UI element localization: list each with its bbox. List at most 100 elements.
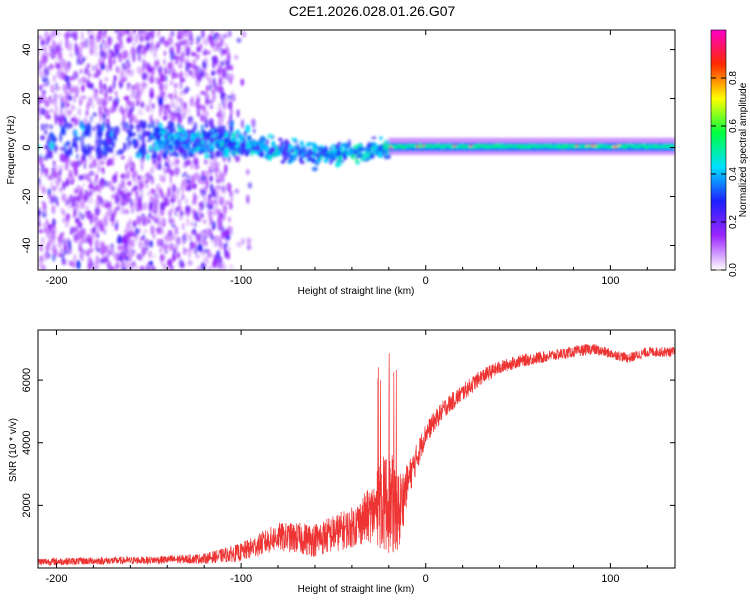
spectrogram-cell bbox=[164, 135, 169, 139]
spectrogram-cell bbox=[106, 50, 111, 57]
spectrogram-cell bbox=[211, 239, 215, 244]
spectrogram-cell bbox=[75, 203, 79, 208]
spectrogram-cell bbox=[189, 97, 195, 107]
spectrogram-cell bbox=[229, 189, 233, 197]
spectrogram-cell bbox=[47, 175, 51, 181]
spectrogram-cell bbox=[310, 159, 317, 163]
spectrogram-cell bbox=[279, 146, 284, 151]
spectrogram-cell bbox=[62, 181, 66, 191]
spectrogram-cell bbox=[255, 141, 260, 146]
spectrogram-cell bbox=[221, 125, 227, 130]
spectrogram-cell bbox=[110, 105, 115, 113]
spectrogram-cell bbox=[264, 147, 270, 151]
spectrogram-cell bbox=[79, 68, 83, 74]
spectrogram-cell bbox=[65, 40, 69, 49]
spectrogram-cell bbox=[232, 137, 237, 142]
spectrogram-cell bbox=[83, 144, 89, 149]
spectrogram-cell bbox=[179, 107, 182, 114]
spectrogram-cell bbox=[168, 110, 172, 114]
spectrogram-cell bbox=[115, 66, 120, 74]
spectrogram-cell bbox=[177, 127, 183, 133]
spectrogram-cell bbox=[70, 160, 75, 168]
spectrogram-cell bbox=[226, 233, 230, 239]
spectrogram-cell bbox=[90, 115, 93, 123]
spectrogram-cell bbox=[54, 170, 58, 178]
spectrogram-cell bbox=[87, 262, 93, 270]
spectrogram-cell bbox=[270, 140, 275, 145]
spectrogram-cell bbox=[250, 149, 254, 157]
spectrogram-cell bbox=[61, 153, 67, 163]
spectrogram-cell bbox=[88, 154, 94, 161]
spectrogram-cell bbox=[193, 172, 200, 180]
spectrogram-cell bbox=[40, 39, 46, 46]
spectrogram-cell bbox=[115, 219, 119, 226]
spectrogram-cell bbox=[149, 30, 154, 36]
spectrogram-cell bbox=[65, 199, 70, 207]
spectrogram-cell bbox=[148, 250, 153, 259]
spectrogram-cell bbox=[247, 182, 253, 189]
spectrogram-cell bbox=[174, 209, 178, 217]
spectrogram-cell bbox=[106, 107, 110, 118]
spectrogram-cell bbox=[141, 133, 145, 143]
spectrogram-cell bbox=[61, 193, 67, 202]
spectrogram-cell bbox=[130, 32, 134, 43]
spectrogram-cell bbox=[213, 206, 218, 216]
spectrogram-cell bbox=[191, 183, 197, 190]
spectrogram-cell bbox=[140, 162, 144, 171]
spectrogram-cell bbox=[181, 194, 185, 201]
spectrogram-cell bbox=[97, 138, 103, 147]
spectrogram-cell bbox=[136, 66, 143, 75]
spectrogram-cell bbox=[192, 191, 197, 198]
spectrogram-cell bbox=[220, 92, 226, 100]
spectrogram-cell bbox=[43, 155, 48, 161]
spectrogram-cell bbox=[222, 49, 226, 55]
spectrogram-cell bbox=[77, 194, 81, 204]
spectrogram-cell bbox=[115, 42, 121, 52]
spectrogram-cell bbox=[168, 243, 174, 251]
spectrogram-cell bbox=[38, 184, 42, 191]
spectrogram-cell bbox=[65, 31, 70, 40]
spectrogram-cell bbox=[56, 31, 61, 37]
spectrogram-cell bbox=[95, 239, 100, 249]
spectrogram-cell bbox=[159, 174, 162, 181]
spectrogram-cell bbox=[122, 238, 126, 244]
spectrogram-cell bbox=[109, 265, 115, 270]
spectrogram-cell bbox=[87, 72, 92, 78]
spectrogram-cell bbox=[216, 151, 221, 155]
spectrogram-cell bbox=[363, 146, 370, 153]
spectrogram-cell bbox=[47, 223, 53, 229]
spectrogram-cell bbox=[163, 94, 167, 103]
spectrogram-cell bbox=[95, 198, 101, 209]
spectrogram-cell bbox=[129, 114, 135, 122]
spectrogram-cell bbox=[319, 154, 323, 161]
spectrogram-cell bbox=[134, 177, 137, 185]
spectrogram-cell bbox=[49, 141, 55, 151]
spectrogram-cell bbox=[204, 152, 209, 160]
spectrogram-xtick-label: -200 bbox=[45, 275, 67, 287]
spectrogram-cell bbox=[254, 145, 260, 152]
spectrogram-cell bbox=[139, 190, 145, 199]
spectrogram-cell bbox=[148, 98, 153, 108]
spectrogram-cell bbox=[63, 32, 67, 39]
spectrogram-cell bbox=[84, 194, 88, 203]
spectrogram-cell bbox=[108, 249, 111, 256]
spectrogram-cell bbox=[79, 44, 83, 54]
spectrogram-cell bbox=[138, 240, 143, 249]
spectrogram-cell bbox=[159, 247, 163, 254]
spectrogram-cell bbox=[151, 154, 157, 159]
spectrogram-cell bbox=[95, 173, 99, 181]
spectrogram-cell bbox=[183, 45, 187, 52]
spectrogram-cell bbox=[185, 31, 191, 38]
spectrogram-xtick-label: 100 bbox=[601, 275, 619, 287]
spectrogram-cell bbox=[155, 76, 159, 85]
spectrogram-cell bbox=[105, 123, 111, 129]
spectrogram-cell bbox=[112, 79, 116, 90]
spectrogram-cell bbox=[57, 52, 60, 62]
spectrogram-cell bbox=[96, 194, 101, 202]
spectrogram-cell bbox=[328, 147, 333, 151]
spectrogram-cell bbox=[299, 156, 303, 163]
spectrogram-cell bbox=[208, 265, 212, 270]
spectrogram-cell bbox=[207, 209, 213, 217]
spectrogram-cell bbox=[144, 103, 148, 111]
spectrogram-cell bbox=[176, 96, 183, 103]
